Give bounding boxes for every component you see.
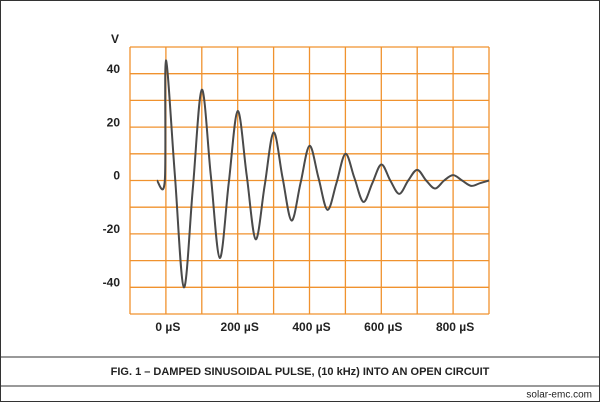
y-tick-label: -40 — [103, 275, 121, 289]
y-tick-label: 40 — [107, 62, 121, 76]
y-axis-label: V — [111, 32, 119, 46]
y-tick-label: 0 — [113, 169, 120, 183]
footer: solar-emc.com — [526, 390, 592, 401]
data-line — [155, 59, 490, 289]
y-tick-label: 20 — [107, 115, 121, 129]
x-tick-label: 0 µS — [155, 320, 180, 334]
y-tick-label: -20 — [103, 222, 121, 236]
chart-title: FIG. 1 – DAMPED SINUSOIDAL PULSE, (10 kH… — [111, 366, 490, 378]
x-tick-label: 800 µS — [436, 320, 474, 334]
x-tick-label: 400 µS — [292, 320, 330, 334]
x-tick-label: 600 µS — [364, 320, 402, 334]
x-tick-label: 200 µS — [221, 320, 259, 334]
